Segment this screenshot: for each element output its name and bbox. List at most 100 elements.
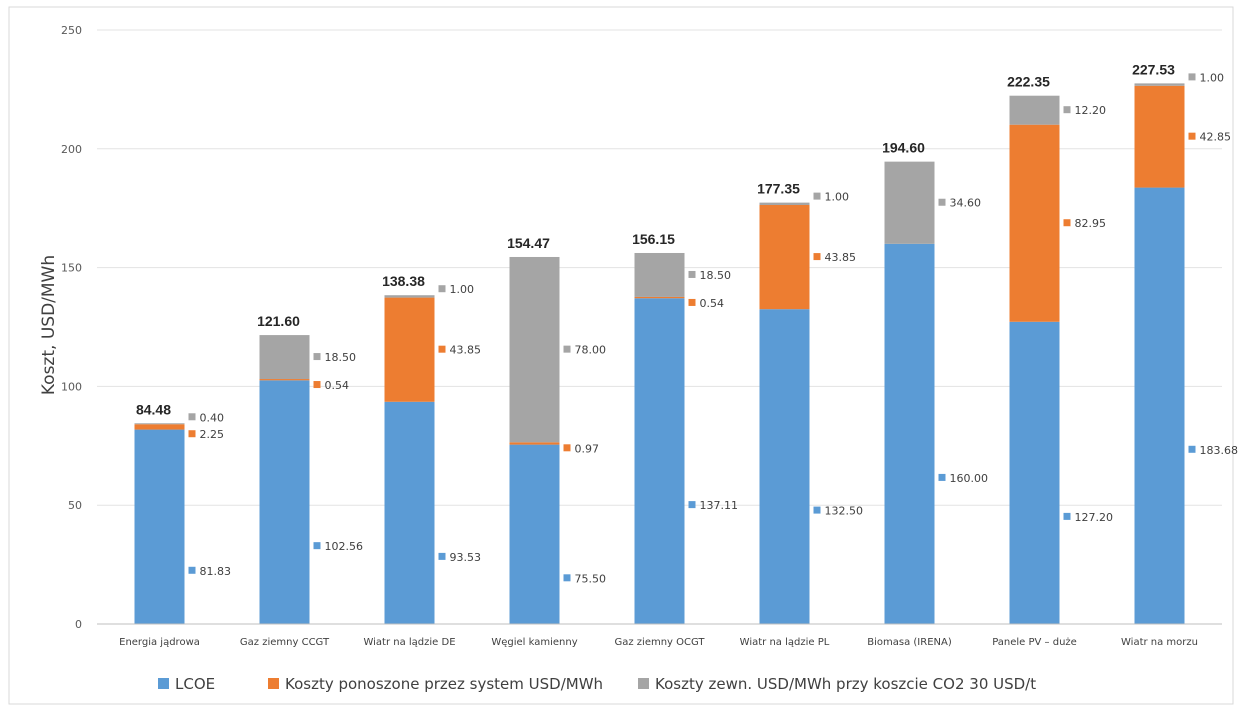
- bar-segment: [1009, 124, 1060, 322]
- data-label-marker: [563, 444, 571, 452]
- data-label-marker: [813, 506, 821, 514]
- bar-segment: [259, 335, 310, 380]
- data-label-marker: [1188, 73, 1196, 81]
- axes: 0 50 100 150 200 250 Energia jądrowa Gaz ziemny…: [61, 24, 1222, 648]
- bar-segment: [1134, 187, 1185, 624]
- bar-segment: [1134, 83, 1185, 86]
- data-label-marker: [313, 353, 321, 361]
- bar-segment: [1009, 321, 1060, 624]
- bar-segment: [384, 295, 435, 298]
- x-tick-label: Panele PV – duże: [992, 637, 1077, 648]
- total-label: 222.35: [1007, 74, 1050, 90]
- x-tick-label: Gaz ziemny CCGT: [240, 637, 330, 648]
- data-label: 132.50: [825, 505, 864, 518]
- data-label: 75.50: [575, 572, 607, 585]
- bar-segment: [1009, 95, 1060, 125]
- data-label-marker: [1188, 132, 1196, 140]
- data-label: 160.00: [950, 472, 989, 485]
- data-label: 82.95: [1075, 217, 1107, 230]
- data-label: 12.20: [1075, 104, 1107, 117]
- bar-segment: [884, 243, 935, 624]
- data-label-marker: [563, 574, 571, 582]
- data-label-marker: [188, 566, 196, 574]
- total-label: 194.60: [882, 140, 925, 156]
- total-label: 177.35: [757, 181, 800, 197]
- x-tick-label: Gaz ziemny OCGT: [614, 637, 705, 648]
- data-label: 2.25: [200, 428, 225, 441]
- data-label-marker: [688, 298, 696, 306]
- legend-swatch: [268, 678, 279, 689]
- data-label-marker: [813, 192, 821, 200]
- x-tick-label: Energia jądrowa: [119, 637, 200, 648]
- bar-segment: [634, 298, 685, 624]
- data-label-marker: [438, 345, 446, 353]
- data-label-marker: [1188, 445, 1196, 453]
- bar-segment: [884, 161, 935, 244]
- legend-label: Koszty ponoszone przez system USD/MWh: [285, 675, 603, 693]
- bar-segment: [134, 423, 185, 425]
- data-label: 18.50: [700, 269, 732, 282]
- legend-swatch: [638, 678, 649, 689]
- x-tick-label: Wiatr na lądzie DE: [363, 637, 455, 648]
- total-label: 227.53: [1132, 61, 1175, 77]
- y-axis-title: Koszt, USD/MWh: [39, 255, 59, 395]
- data-label: 1.00: [450, 283, 475, 296]
- legend-label: Koszty zewn. USD/MWh przy koszcie CO2 30…: [655, 675, 1036, 693]
- data-labels: 81.83 2.25 0.40 84.48 102.56 0.54 18.50 121.60 9…: [136, 61, 1238, 585]
- bar-segment: [259, 379, 310, 381]
- data-label-marker: [313, 542, 321, 550]
- bar-segment: [634, 252, 685, 297]
- data-label: 93.53: [450, 551, 482, 564]
- legend-swatch: [158, 678, 169, 689]
- data-label-marker: [563, 345, 571, 353]
- data-label: 1.00: [1200, 71, 1225, 84]
- y-tick-label: 150: [61, 262, 82, 275]
- data-label: 0.54: [700, 297, 725, 310]
- data-label-marker: [188, 430, 196, 438]
- data-label-marker: [1063, 219, 1071, 227]
- data-label: 102.56: [325, 540, 364, 553]
- data-label: 137.11: [700, 499, 739, 512]
- total-label: 156.15: [632, 231, 675, 247]
- data-label: 34.60: [950, 197, 982, 210]
- bar-segment: [134, 424, 185, 430]
- data-label-marker: [938, 198, 946, 206]
- x-tick-label: Wiatr na morzu: [1121, 637, 1198, 648]
- data-label: 43.85: [825, 251, 857, 264]
- data-label: 0.40: [200, 411, 225, 424]
- total-label: 138.38: [382, 273, 425, 289]
- bar-segment: [509, 444, 560, 624]
- bars: [134, 83, 1185, 624]
- data-label-marker: [688, 270, 696, 278]
- data-label-marker: [813, 253, 821, 261]
- bar-segment: [509, 442, 560, 445]
- bar-segment: [759, 202, 810, 205]
- y-tick-label: 250: [61, 24, 82, 37]
- y-tick-label: 200: [61, 143, 82, 156]
- data-label-marker: [688, 501, 696, 509]
- bar-segment: [759, 309, 810, 624]
- total-label: 154.47: [507, 235, 550, 251]
- bar-segment: [509, 256, 560, 443]
- data-label: 0.97: [575, 442, 600, 455]
- data-label-marker: [188, 413, 196, 421]
- legend-label: LCOE: [175, 675, 215, 693]
- data-label-marker: [313, 381, 321, 389]
- bar-segment: [759, 204, 810, 310]
- legend: LCOE Koszty ponoszone przez system USD/MW…: [158, 675, 1036, 693]
- bar-segment: [134, 429, 185, 624]
- data-label: 183.68: [1200, 444, 1239, 457]
- data-label: 127.20: [1075, 511, 1114, 524]
- data-label: 42.85: [1200, 131, 1232, 144]
- bar-segment: [634, 296, 685, 299]
- data-label-marker: [938, 473, 946, 481]
- data-label-marker: [1063, 106, 1071, 114]
- x-tick-label: Węgiel kamienny: [491, 637, 577, 648]
- data-label: 43.85: [450, 344, 482, 357]
- data-label-marker: [438, 552, 446, 560]
- y-tick-label: 100: [61, 380, 82, 393]
- x-tick-label: Wiatr na lądzie PL: [740, 637, 830, 648]
- total-label: 84.48: [136, 401, 171, 417]
